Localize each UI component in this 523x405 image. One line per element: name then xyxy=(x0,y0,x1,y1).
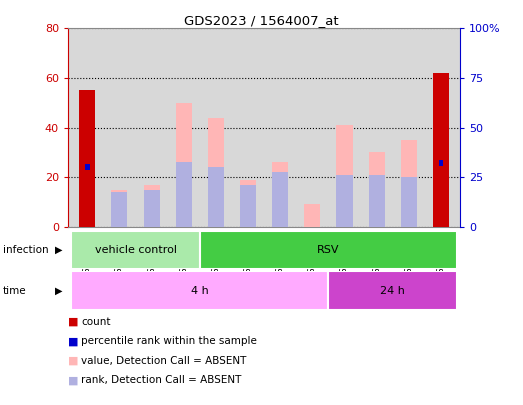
Bar xyxy=(143,185,160,227)
Bar xyxy=(208,118,224,227)
Bar xyxy=(439,160,444,166)
Bar xyxy=(240,180,256,227)
Bar xyxy=(71,271,328,310)
Text: ▶: ▶ xyxy=(55,245,62,255)
Bar xyxy=(401,140,417,227)
Bar xyxy=(240,185,256,227)
Bar xyxy=(272,162,288,227)
Text: ■: ■ xyxy=(68,356,78,366)
Bar xyxy=(85,164,89,171)
Bar xyxy=(304,205,321,227)
Bar xyxy=(111,190,128,227)
Bar xyxy=(369,152,385,227)
Text: ■: ■ xyxy=(68,317,78,327)
Bar xyxy=(272,172,288,227)
Text: 24 h: 24 h xyxy=(380,286,405,296)
Bar xyxy=(176,162,192,227)
Text: value, Detection Call = ABSENT: value, Detection Call = ABSENT xyxy=(81,356,246,366)
Text: ■: ■ xyxy=(68,337,78,346)
Text: vehicle control: vehicle control xyxy=(95,245,176,255)
Text: GDS2023 / 1564007_at: GDS2023 / 1564007_at xyxy=(184,14,339,27)
Text: percentile rank within the sample: percentile rank within the sample xyxy=(81,337,257,346)
Bar xyxy=(143,190,160,227)
Bar xyxy=(200,231,457,269)
Text: infection: infection xyxy=(3,245,48,255)
Text: count: count xyxy=(81,317,110,327)
Text: RSV: RSV xyxy=(317,245,339,255)
Text: time: time xyxy=(3,286,26,296)
Bar xyxy=(111,192,128,227)
Bar xyxy=(369,175,385,227)
Bar xyxy=(71,231,200,269)
Bar xyxy=(336,175,353,227)
Text: ▶: ▶ xyxy=(55,286,62,296)
Bar xyxy=(328,271,457,310)
Bar xyxy=(336,125,353,227)
Bar xyxy=(79,90,95,227)
Text: rank, Detection Call = ABSENT: rank, Detection Call = ABSENT xyxy=(81,375,242,385)
Bar xyxy=(208,167,224,227)
Bar xyxy=(176,103,192,227)
Text: ■: ■ xyxy=(68,375,78,385)
Bar xyxy=(401,177,417,227)
Text: 4 h: 4 h xyxy=(191,286,209,296)
Bar xyxy=(433,73,449,227)
